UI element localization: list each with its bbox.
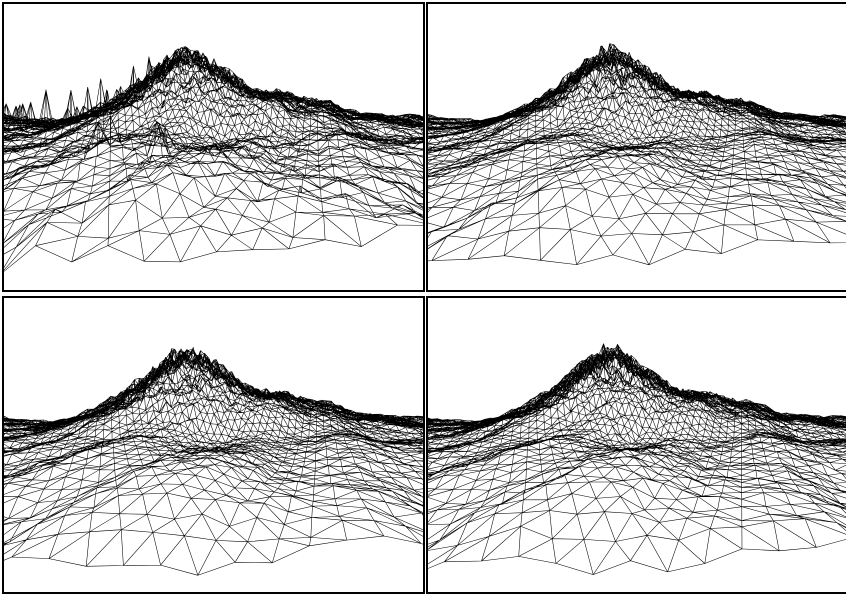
page: (() => { JSON.parse(document.getElementB… <box>0 0 846 596</box>
figure <box>0 0 846 596</box>
